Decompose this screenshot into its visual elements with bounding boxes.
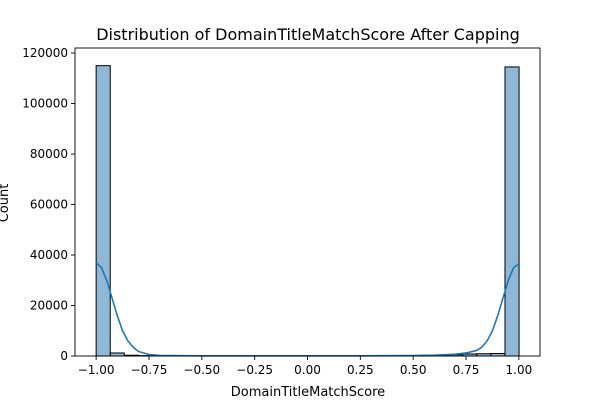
y-tick-label: 60000 xyxy=(30,198,68,212)
plot-frame xyxy=(75,48,540,356)
histogram-bar xyxy=(505,67,519,356)
x-tick-label: 0.50 xyxy=(400,363,427,377)
x-tick-label: −0.75 xyxy=(131,363,168,377)
x-tick-label: 0.25 xyxy=(347,363,374,377)
y-tick-label: 80000 xyxy=(30,147,68,161)
x-tick-label: −0.25 xyxy=(236,363,273,377)
y-tick-label: 100000 xyxy=(22,97,68,111)
x-tick-label: −0.50 xyxy=(183,363,220,377)
histogram-bar xyxy=(96,66,110,356)
x-tick-label: −1.00 xyxy=(78,363,115,377)
chart-title: Distribution of DomainTitleMatchScore Af… xyxy=(96,25,520,44)
y-axis-label: Count xyxy=(0,184,12,223)
y-tick-label: 20000 xyxy=(30,299,68,313)
y-tick-label: 120000 xyxy=(22,46,68,60)
x-axis-label: DomainTitleMatchScore xyxy=(231,385,385,400)
kde-line xyxy=(96,263,519,356)
x-tick-label: 0.75 xyxy=(453,363,480,377)
y-tick-label: 40000 xyxy=(30,248,68,262)
x-tick-label: 0.00 xyxy=(294,363,321,377)
histogram-bar xyxy=(110,353,124,356)
x-tick-label: 1.00 xyxy=(506,363,533,377)
bars-layer xyxy=(96,66,519,356)
y-tick-label: 0 xyxy=(60,349,68,363)
kde-layer xyxy=(96,263,519,356)
